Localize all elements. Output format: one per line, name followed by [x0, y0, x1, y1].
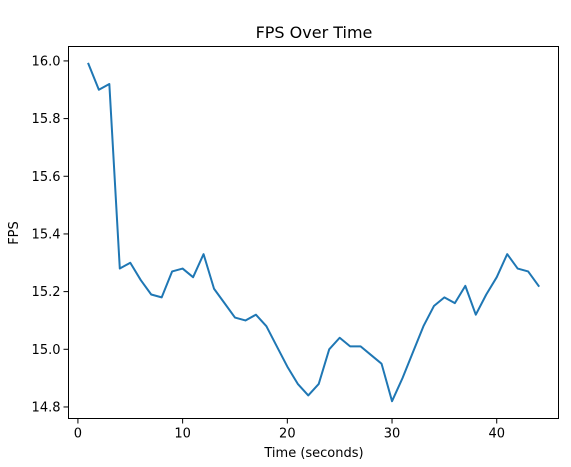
y-tick-label: 15.6 [32, 170, 61, 185]
y-tick-label: 15.4 [32, 227, 61, 242]
plot-frame [68, 46, 559, 419]
chart-title: FPS Over Time [256, 23, 373, 42]
x-tick-label: 0 [74, 427, 82, 442]
plot-lines [87, 62, 541, 403]
y-axis-ticks: 14.8 15.0 15.2 15.4 15.6 15.8 16.0 [32, 54, 69, 415]
x-axis-label: Time (seconds) [263, 446, 363, 461]
x-tick-label: 40 [488, 427, 505, 442]
x-axis-ticks: 0 10 20 30 40 [74, 418, 505, 442]
y-tick-label: 15.0 [32, 343, 61, 358]
x-tick-label: 30 [384, 427, 401, 442]
y-axis-label: FPS [7, 221, 22, 245]
x-tick-label: 20 [279, 427, 296, 442]
y-tick-label: 15.2 [32, 285, 61, 300]
x-tick-label: 10 [174, 427, 191, 442]
y-tick-label: 16.0 [32, 54, 61, 69]
y-tick-label: 14.8 [32, 400, 61, 415]
y-tick-label: 15.8 [32, 112, 61, 127]
series-line-0 [87, 62, 541, 403]
